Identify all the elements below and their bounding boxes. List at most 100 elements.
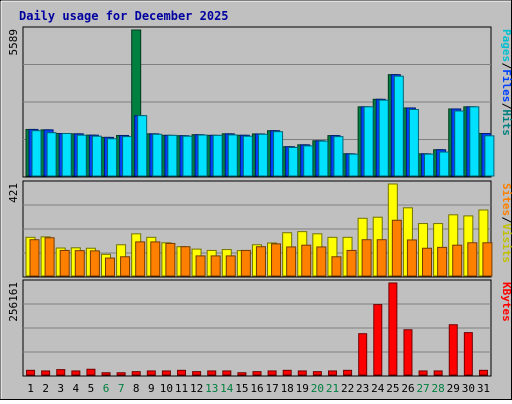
bar-kbytes-day-25: [388, 282, 398, 376]
x-label-day-23: 23: [356, 382, 369, 395]
x-label-day-2: 2: [42, 382, 49, 395]
bar-pages-day-17: [273, 131, 284, 177]
bar-pages-day-10: [167, 134, 178, 177]
bar-kbytes-day-16: [252, 371, 262, 376]
x-label-day-27: 27: [416, 382, 429, 395]
bar-sites-day-17: [271, 243, 282, 277]
bar-kbytes-day-26: [403, 329, 413, 376]
x-label-day-8: 8: [133, 382, 140, 395]
x-label-day-28: 28: [432, 382, 445, 395]
bar-kbytes-day-28: [433, 370, 443, 376]
bar-sites-day-30: [467, 242, 478, 277]
bar-pages-day-22: [348, 153, 359, 177]
ymax-label-middle: 421: [7, 183, 20, 203]
bar-kbytes-day-6: [101, 372, 111, 376]
bar-pages-day-6: [106, 138, 117, 177]
bar-sites-day-8: [135, 241, 146, 277]
bar-sites-day-12: [195, 255, 206, 277]
bar-pages-day-25: [393, 75, 404, 177]
x-label-day-1: 1: [27, 382, 34, 395]
bar-sites-day-1: [29, 239, 40, 277]
x-label-day-19: 19: [296, 382, 309, 395]
x-label-day-4: 4: [73, 382, 80, 395]
bar-pages-day-21: [333, 136, 344, 177]
bar-sites-day-4: [74, 250, 85, 277]
bar-pages-day-19: [303, 145, 314, 177]
bar-pages-day-23: [363, 106, 374, 177]
bar-pages-day-1: [31, 130, 42, 177]
bar-sites-day-19: [301, 244, 312, 277]
x-label-day-26: 26: [401, 382, 414, 395]
bar-pages-day-26: [408, 108, 419, 177]
x-label-day-29: 29: [447, 382, 460, 395]
bar-pages-day-2: [46, 132, 57, 177]
bar-kbytes-day-1: [26, 369, 36, 376]
bar-kbytes-day-12: [192, 371, 202, 376]
bar-kbytes-day-23: [358, 333, 368, 376]
bar-kbytes-day-27: [418, 370, 428, 376]
x-label-day-10: 10: [160, 382, 173, 395]
bar-pages-day-5: [91, 135, 102, 177]
bar-sites-day-10: [165, 242, 176, 277]
bar-pages-day-18: [288, 147, 299, 177]
x-label-day-7: 7: [118, 382, 125, 395]
bar-pages-day-9: [152, 133, 163, 177]
legend-top-2: Files: [500, 69, 512, 102]
bar-kbytes-day-8: [131, 371, 141, 376]
bar-sites-day-6: [104, 257, 115, 277]
bar-sites-day-13: [210, 255, 221, 277]
bar-kbytes-day-10: [161, 370, 171, 376]
legend-top-0: Pages: [500, 29, 512, 62]
legend-top-4: Hits: [500, 109, 512, 135]
bar-pages-day-15: [242, 135, 253, 177]
x-label-day-24: 24: [371, 382, 385, 395]
ymax-label-bottom: 256161: [7, 282, 20, 322]
bar-sites-day-25: [391, 219, 402, 277]
bar-sites-day-11: [180, 246, 191, 277]
x-label-day-16: 16: [250, 382, 263, 395]
bar-sites-day-20: [316, 246, 327, 277]
bar-kbytes-day-9: [146, 370, 156, 376]
x-label-day-21: 21: [326, 382, 339, 395]
bar-pages-day-14: [227, 134, 238, 177]
x-label-day-25: 25: [386, 382, 399, 395]
x-label-day-18: 18: [281, 382, 294, 395]
legend-middle-2: Visits: [500, 223, 512, 263]
x-label-day-30: 30: [462, 382, 475, 395]
bar-sites-day-7: [120, 256, 131, 277]
bar-sites-day-27: [422, 247, 433, 277]
bar-pages-day-16: [257, 133, 268, 177]
x-label-day-20: 20: [311, 382, 324, 395]
bar-sites-day-23: [361, 239, 372, 277]
chart-title: Daily usage for December 2025: [19, 9, 229, 23]
bar-kbytes-day-5: [86, 368, 96, 376]
x-label-day-22: 22: [341, 382, 354, 395]
bar-pages-day-3: [61, 132, 72, 177]
bar-pages-day-11: [182, 135, 193, 177]
x-label-day-5: 5: [88, 382, 95, 395]
bar-kbytes-day-4: [71, 370, 81, 376]
x-label-day-13: 13: [205, 382, 218, 395]
bar-pages-day-24: [378, 99, 389, 177]
bar-pages-day-30: [469, 106, 480, 177]
bar-pages-day-31: [484, 135, 495, 177]
legend-top-3: /: [500, 103, 512, 110]
x-label-day-15: 15: [235, 382, 248, 395]
x-label-day-9: 9: [148, 382, 155, 395]
bar-sites-day-2: [44, 237, 55, 277]
bar-pages-day-28: [439, 151, 450, 177]
bar-sites-day-14: [225, 255, 236, 277]
bar-sites-day-18: [286, 246, 297, 277]
bar-pages-day-4: [76, 134, 87, 177]
legend-middle-1: /: [500, 217, 512, 224]
x-label-day-12: 12: [190, 382, 203, 395]
bar-pages-day-12: [197, 134, 208, 177]
bar-kbytes-day-29: [448, 324, 458, 376]
bar-sites-day-9: [150, 241, 161, 277]
bar-kbytes-day-15: [237, 372, 247, 376]
bar-pages-day-7: [122, 136, 133, 177]
legend-bottom-0: KBytes: [500, 282, 512, 322]
bar-sites-day-16: [255, 246, 266, 277]
bar-sites-day-31: [482, 242, 493, 277]
